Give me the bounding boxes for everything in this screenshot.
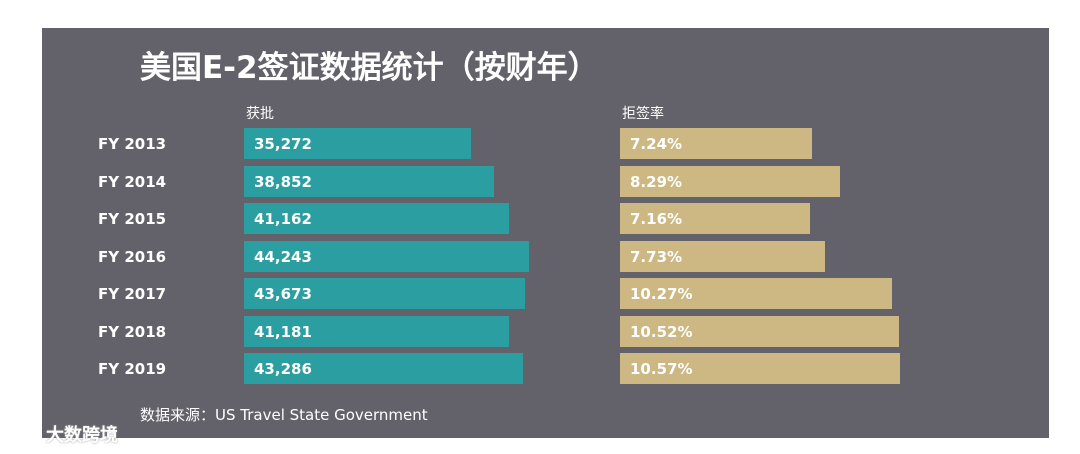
year-label: FY 2019 [98,360,167,378]
refusal-rate-bar [620,278,892,309]
refusal-rate-header: 拒签率 [622,106,664,122]
approved-bar [244,128,471,159]
data-source: 数据来源：US Travel State Government [140,406,428,424]
year-label: FY 2014 [98,172,167,191]
refusal-rate-value-label: 10.52% [630,322,693,341]
approved-bar [244,315,509,347]
refusal-rate-value-label: 8.29% [630,172,683,191]
refusal-rate-value-label: 7.16% [630,210,683,228]
year-label: FY 2016 [98,247,167,266]
approved-value-label: 43,286 [254,360,312,378]
approved-bar [244,165,494,197]
watermark: 大数跨境 [8,421,118,447]
approved-value-label: 38,852 [254,172,312,191]
approved-bar [244,353,523,384]
approved-value-label: 43,673 [254,285,312,303]
refusal-rate-value-label: 7.73% [630,247,683,266]
refusal-rate-bar [620,240,825,272]
year-label: FY 2018 [98,322,167,341]
refusal-rate-bar [620,315,899,347]
approved-bar [244,203,509,234]
watermark-text: 大数跨境 [46,425,118,446]
approved-value-label: 35,272 [254,135,312,153]
approved-value-label: 41,181 [254,322,312,341]
refusal-rate-bar [620,353,900,384]
brand-logo-icon [9,425,36,443]
refusal-rate-bar [620,203,810,234]
refusal-rate-value-label: 10.57% [630,360,693,378]
approved-value-label: 41,162 [254,210,312,228]
approved-bar [244,240,529,272]
chart-title: 美国E-2签证数据统计（按财年） [140,50,599,86]
approved-bar [244,278,525,309]
refusal-rate-bar [620,165,840,197]
approved-value-label: 44,243 [254,247,312,266]
approved-header: 获批 [246,106,274,122]
refusal-rate-value-label: 7.24% [630,135,683,153]
year-label: FY 2017 [98,285,167,303]
year-label: FY 2015 [98,210,167,228]
chart-panel: 美国E-2签证数据统计（按财年） 获批 拒签率 FY 2013 35,272 7.2… [42,28,1049,438]
refusal-rate-bar [620,128,812,159]
year-label: FY 2013 [98,135,167,153]
refusal-rate-value-label: 10.27% [630,285,693,303]
